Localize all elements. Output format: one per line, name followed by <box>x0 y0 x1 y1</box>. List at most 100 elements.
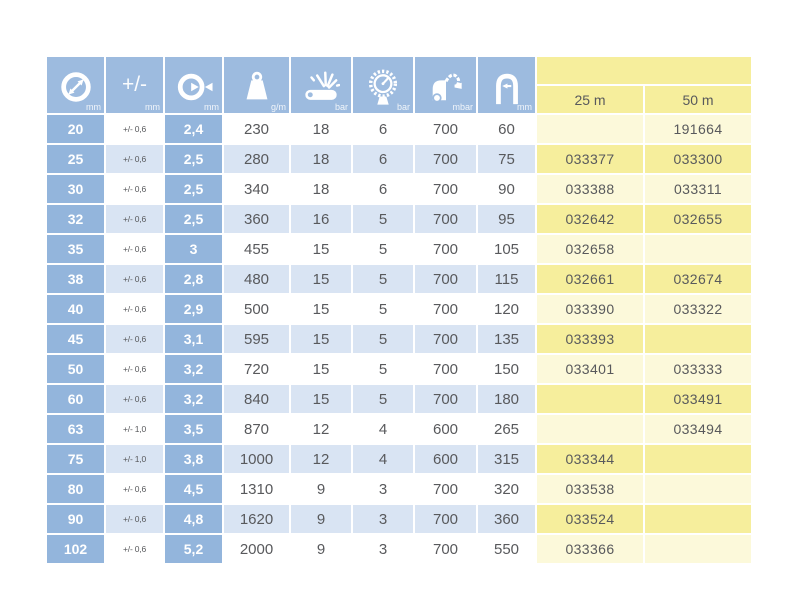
working-pressure-cell: 5 <box>353 235 413 263</box>
wall-thickness-cell: 4,5 <box>165 475 222 503</box>
working-pressure-cell: 4 <box>353 445 413 473</box>
vacuum-cell: 700 <box>415 295 476 323</box>
vacuum-icon <box>431 72 462 103</box>
inner-diameter-cell: 60 <box>47 385 104 413</box>
col-header-inner-diameter: mm <box>47 57 104 113</box>
inner-diameter-cell: 40 <box>47 295 104 323</box>
bend-radius-cell: 115 <box>478 265 535 293</box>
vacuum-cell: 700 <box>415 115 476 143</box>
burst-pressure-cell: 9 <box>291 535 351 563</box>
tolerance-cell: +/- 0,6 <box>106 505 163 533</box>
working-pressure-cell: 5 <box>353 325 413 353</box>
burst-pressure-cell: 15 <box>291 355 351 383</box>
bend-radius-cell: 265 <box>478 415 535 443</box>
table-row: 25 +/- 0,6 2,5 280 18 6 700 75 033377 033300 <box>47 145 751 173</box>
table-row: 80 +/- 0,6 4,5 1310 9 3 700 320 033538 <box>47 475 751 503</box>
inner-diameter-cell: 38 <box>47 265 104 293</box>
inner-diameter-cell: 20 <box>47 115 104 143</box>
article-25m-cell: 033401 <box>537 355 643 383</box>
inner-diameter-cell: 45 <box>47 325 104 353</box>
article-50m-cell: 033333 <box>645 355 751 383</box>
table-row: 63 +/- 1,0 3,5 870 12 4 600 265 033494 <box>47 415 751 443</box>
wall-thickness-cell: 2,5 <box>165 175 222 203</box>
vacuum-cell: 700 <box>415 175 476 203</box>
article-50m-cell <box>645 235 751 263</box>
wall-thickness-cell: 5,2 <box>165 535 222 563</box>
inner-diameter-cell: 32 <box>47 205 104 233</box>
article-50m-cell: 033322 <box>645 295 751 323</box>
col-header-weight: g/m <box>224 57 289 113</box>
table-row: 38 +/- 0,6 2,8 480 15 5 700 115 032661 032674 <box>47 265 751 293</box>
col-header-bend-radius: mm <box>478 57 535 113</box>
length-header-row: 25 m 50 m <box>47 86 751 113</box>
table-row: 30 +/- 0,6 2,5 340 18 6 700 90 033388 033311 <box>47 175 751 203</box>
working-pressure-cell: 5 <box>353 205 413 233</box>
working-pressure-cell: 5 <box>353 385 413 413</box>
article-25m-cell <box>537 115 643 143</box>
burst-pressure-cell: 18 <box>291 175 351 203</box>
burst-pressure-cell: 9 <box>291 505 351 533</box>
article-50m-cell <box>645 475 751 503</box>
bend-radius-cell: 315 <box>478 445 535 473</box>
vacuum-cell: 700 <box>415 205 476 233</box>
table-row: 20 +/- 0,6 2,4 230 18 6 700 60 191664 <box>47 115 751 143</box>
tolerance-cell: +/- 0,6 <box>106 145 163 173</box>
bend-radius-cell: 60 <box>478 115 535 143</box>
unit-label: g/m <box>270 102 286 112</box>
weight-cell: 280 <box>224 145 289 173</box>
unit-label: mm <box>86 102 101 112</box>
bend-radius-cell: 180 <box>478 385 535 413</box>
tolerance-cell: +/- 0,6 <box>106 475 163 503</box>
weight-cell: 500 <box>224 295 289 323</box>
wall-thickness-icon <box>177 73 213 100</box>
burst-pressure-cell: 16 <box>291 205 351 233</box>
unit-label: bar <box>396 102 410 112</box>
article-50m-cell: 191664 <box>645 115 751 143</box>
inner-diameter-cell: 63 <box>47 415 104 443</box>
tolerance-cell: +/- 0,6 <box>106 535 163 563</box>
bend-radius-cell: 150 <box>478 355 535 383</box>
table-header-row: mm +/- mm mm g/m <box>47 57 751 113</box>
article-50m-cell <box>645 445 751 473</box>
tolerance-cell: +/- 0,6 <box>106 115 163 143</box>
table-row: 60 +/- 0,6 3,2 840 15 5 700 180 033491 <box>47 385 751 413</box>
weight-cell: 1310 <box>224 475 289 503</box>
article-50m-cell: 033300 <box>645 145 751 173</box>
article-25m-cell: 033538 <box>537 475 643 503</box>
article-50m-cell: 033494 <box>645 415 751 443</box>
article-50m-cell <box>645 325 751 353</box>
wall-thickness-cell: 2,9 <box>165 295 222 323</box>
col-header-25m: 25 m <box>537 86 643 113</box>
article-25m-cell: 033366 <box>537 535 643 563</box>
article-25m-cell: 033377 <box>537 145 643 173</box>
wall-thickness-cell: 4,8 <box>165 505 222 533</box>
bend-radius-cell: 550 <box>478 535 535 563</box>
vacuum-cell: 600 <box>415 445 476 473</box>
burst-pressure-cell: 15 <box>291 325 351 353</box>
article-25m-cell: 032658 <box>537 235 643 263</box>
inner-diameter-cell: 30 <box>47 175 104 203</box>
spec-table: mm +/- mm mm g/m <box>45 55 753 565</box>
col-header-burst-pressure: bar <box>291 57 351 113</box>
inner-diameter-cell: 25 <box>47 145 104 173</box>
vacuum-cell: 700 <box>415 265 476 293</box>
article-50m-cell: 033491 <box>645 385 751 413</box>
weight-cell: 1620 <box>224 505 289 533</box>
article-25m-cell: 032642 <box>537 205 643 233</box>
article-25m-cell: 033393 <box>537 325 643 353</box>
article-25m-cell: 033388 <box>537 175 643 203</box>
inner-diameter-cell: 80 <box>47 475 104 503</box>
vacuum-cell: 700 <box>415 355 476 383</box>
table-row: 45 +/- 0,6 3,1 595 15 5 700 135 033393 <box>47 325 751 353</box>
inner-diameter-cell: 75 <box>47 445 104 473</box>
table-row: 75 +/- 1,0 3,8 1000 12 4 600 315 033344 <box>47 445 751 473</box>
article-25m-cell: 033344 <box>537 445 643 473</box>
working-pressure-icon <box>368 69 398 105</box>
article-50m-cell: 032674 <box>645 265 751 293</box>
inner-diameter-cell: 50 <box>47 355 104 383</box>
working-pressure-cell: 3 <box>353 535 413 563</box>
table-body: 20 +/- 0,6 2,4 230 18 6 700 60 191664 25 +/- 0,6 2,… <box>47 115 751 563</box>
unit-label: mbar <box>452 102 473 112</box>
working-pressure-cell: 5 <box>353 265 413 293</box>
article-50m-cell <box>645 535 751 563</box>
